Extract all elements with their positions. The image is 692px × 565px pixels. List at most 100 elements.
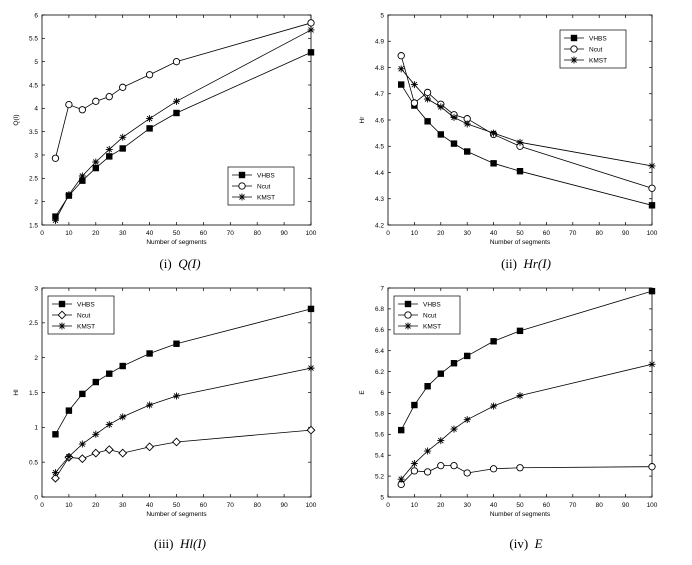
chart-1-caption-math: Q(I) [178,256,201,271]
chart-4-caption: (iv) E [366,536,686,552]
chart-3-x-tick-label: 80 [254,502,262,509]
chart-4-series-kmst-point [437,437,445,445]
chart-3-x-tick-label: 90 [280,502,288,509]
chart-3-series-vhbs-point [79,390,86,398]
chart-2-x-tick-label: 90 [622,230,630,237]
chart-3-series-ncut-point [51,473,60,483]
chart-1-y-tick-label: 4 [34,106,38,113]
chart-panel-1: 0 10 20 30 40 50 60 70 80 90 100 1.5 2 2.5 3 3.5 4 4.5 5 5.… [0,0,346,282]
chart-1-legend-marker [238,171,246,179]
chart-4-series-ncut-point [489,465,498,473]
chart-1-x-tick-label: 100 [306,230,317,237]
chart-1-legend-label: KMST [257,195,275,202]
chart-4-x-tick-label: 20 [437,502,445,509]
chart-3-caption-math: Hl(I) [180,536,206,551]
chart-2-y-tick-label: 4.8 [375,65,384,72]
chart-4-legend-label: VHBS [423,302,441,309]
chart-2-y-tick-label: 4.5 [375,144,384,151]
chart-4-x-tick-label: 70 [569,502,577,509]
chart-1-x-tick-label: 80 [254,230,262,237]
chart-1-caption-prefix: (i) [159,256,172,271]
chart-4-x-tick-label: 60 [543,502,551,509]
chart-4-y-axis-label: E [359,390,366,395]
chart-2-x-tick-label: 10 [411,230,419,237]
chart-1-series-kmst-point [119,133,127,141]
chart-1-y-tick-label: 6 [34,12,38,19]
chart-3-y-tick-label: 2.5 [29,320,38,327]
chart-4-series-vhbs-point [411,401,418,409]
chart-2-caption-math: Hr(I) [523,256,551,271]
chart-3-legend-label: KMST [77,324,95,331]
chart-4-series-ncut-point [437,461,445,470]
chart-1-series-ncut-point [307,19,315,27]
chart-1-series-ncut-point [119,83,127,91]
chart-4-series-kmst-point [410,460,418,468]
chart-1-series-kmst-point [92,158,100,166]
chart-1-series-vhbs-point [146,125,153,132]
chart-3-series-vhbs [52,305,315,438]
chart-1-series-vhbs-point [119,145,126,152]
chart-2-y-tick-label: 4.2 [375,222,384,229]
chart-1-series-ncut-point [92,97,100,105]
chart-4-series-ncut [397,461,656,489]
chart-3-y-tick-label: 0.5 [29,459,38,466]
chart-2-series-kmst-point [516,138,524,146]
chart-1-legend-marker [238,182,246,190]
chart-2-series-kmst-point [648,162,656,170]
chart-1-series-vhbs-point [106,153,113,160]
chart-4-x-tick-label: 50 [516,502,524,509]
chart-4-series-vhbs-point [437,370,444,377]
chart-1-series-vhbs-point [52,213,59,220]
chart-2-x-tick-label: 70 [569,230,577,237]
chart-2-series-vhbs-point [648,202,656,209]
chart-1-y-tick-label: 5.5 [29,36,38,43]
chart-2-y-tick-label: 4.9 [375,39,384,46]
chart-4-y-tick-label: 6.6 [375,327,384,334]
chart-2-x-axis-label: Number of segments [490,239,551,246]
chart-2-series-kmst-point [424,95,432,103]
chart-3-series-kmst-point [119,413,127,421]
chart-3-x-tick-label: 70 [227,502,235,509]
chart-4-series-ncut-point [450,461,458,470]
chart-4-x-tick-label: 100 [647,502,658,509]
chart-4-y-tick-label: 5 [380,494,384,501]
chart-4-series-ncut-point [410,467,419,475]
chart-3-series-vhbs-point [92,378,99,386]
chart-3-x-axis-label: Number of segments [146,511,207,518]
chart-1-x-tick-label: 0 [40,230,44,237]
chart-1-x-tick-label: 50 [173,230,181,237]
chart-4-legend-label: KMST [423,324,441,331]
chart-3-y-tick-label: 3 [34,285,38,292]
chart-4-series-kmst-point [648,360,656,368]
chart-3-series-kmst-point [78,440,86,448]
chart-1-series-ncut-point [78,106,87,114]
chart-4-series-kmst-point [516,392,524,400]
chart-3-y-tick-label: 2 [34,355,38,362]
chart-2-legend-marker [570,45,578,53]
chart-2-legend-label: VHBS [589,36,607,43]
chart-1-series-kmst-point [146,115,154,123]
chart-3-legend-marker [58,300,66,308]
chart-2-x-tick-label: 60 [543,230,551,237]
chart-3-series-ncut-point [104,445,114,455]
chart-panel-3: 0 10 20 30 40 50 60 70 80 90 100 0 0.5 1 1.5 2 2.5 3 Numbe… [0,282,346,565]
chart-1-series-ncut [51,19,315,162]
chart-4-series-vhbs [398,287,656,434]
chart-2-series-kmst [397,65,656,170]
chart-2-x-tick-label: 0 [386,230,390,237]
chart-2-caption-prefix: (ii) [501,256,517,271]
chart-4-series-kmst-point [397,475,405,483]
chart-1-series-kmst-point [307,26,315,34]
chart-1-series-ncut-point [145,71,154,79]
chart-4-y-tick-label: 5.6 [375,432,384,439]
chart-2-series-vhbs-point [450,140,458,147]
chart-1-series-kmst-point [51,216,59,224]
chart-2-series-kmst-point [450,113,458,121]
chart-3-legend-marker [57,310,67,320]
chart-1-series-kmst-point [78,172,86,180]
chart-3-series-kmst-point [173,392,180,400]
chart-2-series-vhbs-point [424,118,431,125]
chart-panel-2: 0 10 20 30 40 50 60 70 80 90 100 4.2 4.3 4.4 4.5 4.6 4.7… [346,0,692,282]
chart-3-series-ncut-point [172,437,181,447]
chart-4-x-tick-label: 40 [490,502,498,509]
